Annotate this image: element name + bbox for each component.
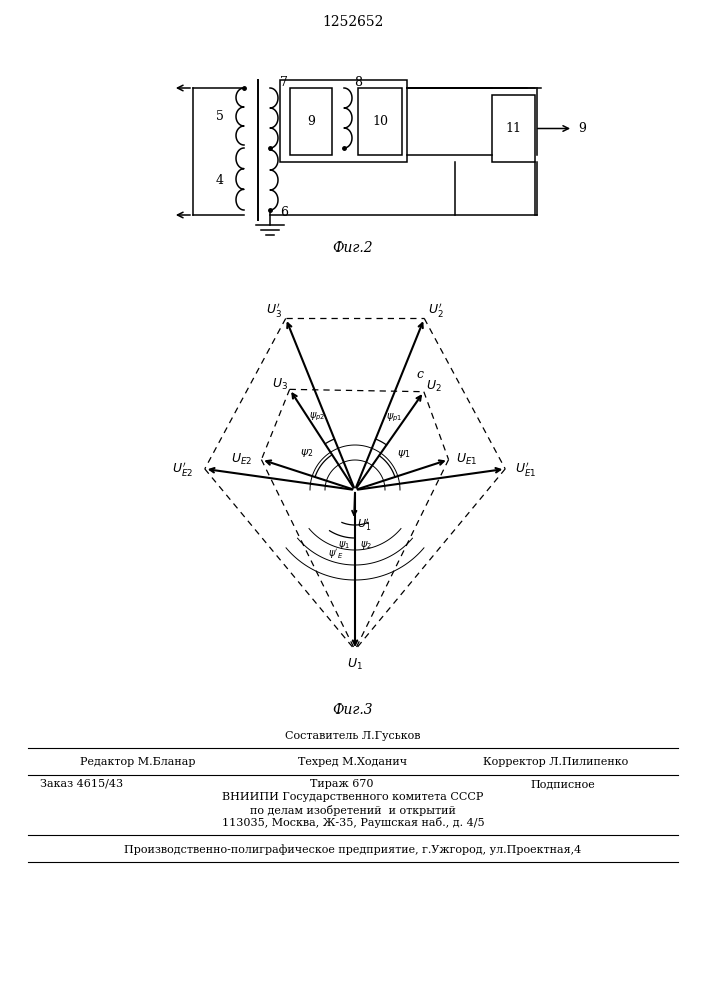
Text: Заказ 4615/43: Заказ 4615/43 <box>40 779 123 789</box>
Bar <box>290 88 332 155</box>
Text: $\psi_1$: $\psi_1$ <box>397 448 411 460</box>
Text: $U_3'$: $U_3'$ <box>266 301 281 319</box>
Text: $U_{E1}$: $U_{E1}$ <box>456 452 477 467</box>
Text: $\psi_2$: $\psi_2$ <box>300 447 313 459</box>
Bar <box>492 95 535 162</box>
Text: 113035, Москва, Ж-35, Раушская наб., д. 4/5: 113035, Москва, Ж-35, Раушская наб., д. … <box>222 818 484 828</box>
Text: $U_{E2}'$: $U_{E2}'$ <box>172 460 194 478</box>
Text: ВНИИПИ Государственного комитета СССР: ВНИИПИ Государственного комитета СССР <box>222 792 484 802</box>
Text: $\psi'_E$: $\psi'_E$ <box>327 547 343 561</box>
Text: 7: 7 <box>280 77 288 90</box>
Text: 10: 10 <box>372 115 388 128</box>
Text: c: c <box>416 368 423 381</box>
Text: Подписное: Подписное <box>530 779 595 789</box>
Text: $\psi_1$: $\psi_1$ <box>338 539 351 551</box>
Bar <box>280 80 407 162</box>
Text: Техред М.Ходанич: Техред М.Ходанич <box>298 757 407 767</box>
Text: по делам изобретений  и открытий: по делам изобретений и открытий <box>250 804 456 816</box>
Text: Корректор Л.Пилипенко: Корректор Л.Пилипенко <box>483 757 628 767</box>
Text: $U_{E1}'$: $U_{E1}'$ <box>515 460 536 478</box>
Text: 8: 8 <box>354 77 362 90</box>
Text: $U_1'$: $U_1'$ <box>357 517 371 533</box>
Text: 11: 11 <box>506 122 522 135</box>
Text: 9: 9 <box>578 122 586 135</box>
Text: Фиг.3: Фиг.3 <box>333 703 373 717</box>
Text: 4: 4 <box>216 174 224 186</box>
Text: $U_2$: $U_2$ <box>426 379 442 394</box>
Text: 6: 6 <box>280 207 288 220</box>
Text: Фиг.2: Фиг.2 <box>333 241 373 255</box>
Text: 9: 9 <box>307 115 315 128</box>
Text: Редактор М.Бланар: Редактор М.Бланар <box>80 757 196 767</box>
Text: $U_{E2}$: $U_{E2}$ <box>230 452 252 467</box>
Text: $U_2'$: $U_2'$ <box>428 301 444 319</box>
Text: $\psi_2$: $\psi_2$ <box>360 539 372 551</box>
Text: $\psi_{p2}$: $\psi_{p2}$ <box>309 411 325 423</box>
Bar <box>358 88 402 155</box>
Text: 1252652: 1252652 <box>322 15 384 29</box>
Text: Тираж 670: Тираж 670 <box>310 779 373 789</box>
Text: $U_3$: $U_3$ <box>271 377 288 392</box>
Text: Производственно-полиграфическое предприятие, г.Ужгород, ул.Проектная,4: Производственно-полиграфическое предприя… <box>124 845 582 855</box>
Text: $U_1$: $U_1$ <box>347 656 363 672</box>
Text: 5: 5 <box>216 109 224 122</box>
Text: $\psi_{p1}$: $\psi_{p1}$ <box>386 411 402 424</box>
Text: Составитель Л.Гуськов: Составитель Л.Гуськов <box>285 731 421 741</box>
